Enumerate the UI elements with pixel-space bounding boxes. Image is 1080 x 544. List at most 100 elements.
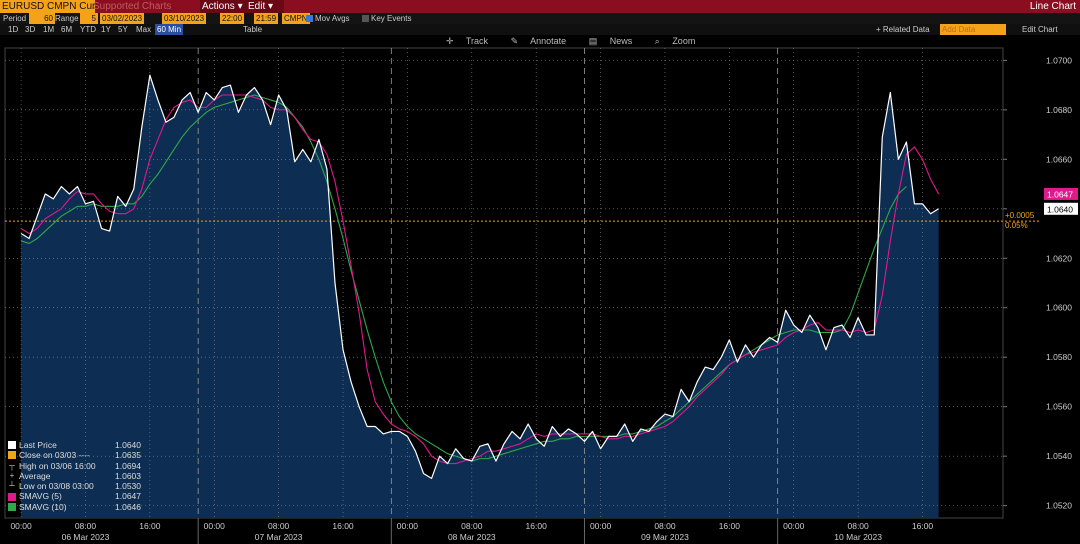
y-tick-label: 1.0700 <box>1046 55 1072 65</box>
sma5-tag <box>1044 187 1078 200</box>
day-label: 10 Mar 2023 <box>834 532 882 542</box>
y-tick-label: 1.0660 <box>1046 154 1072 164</box>
y-tick-label: 1.0680 <box>1046 105 1072 115</box>
legend-swatch <box>8 502 16 511</box>
interval-select[interactable]: 60 Min <box>155 24 184 35</box>
y-tick-label: 1.0580 <box>1046 352 1072 362</box>
title-bar: EURUSD CMPN Curncy Supported Charts Acti… <box>0 0 1080 13</box>
day-label: 06 Mar 2023 <box>62 532 110 542</box>
last-price-tag <box>1044 202 1078 215</box>
supported-charts-label[interactable]: Supported Charts <box>93 1 172 12</box>
y-tick-label: 1.0520 <box>1046 501 1072 511</box>
close-change-label: +0.0005 <box>1005 211 1035 220</box>
day-label: 07 Mar 2023 <box>255 532 303 542</box>
y-tick-label: 1.0540 <box>1046 451 1072 461</box>
x-tick-label: 00:00 <box>783 521 805 531</box>
source-input[interactable]: CMPN <box>282 13 310 24</box>
security-field[interactable]: EURUSD CMPN Curncy <box>0 0 95 13</box>
x-tick-label: 16:00 <box>912 521 934 531</box>
x-tick-label: 16:00 <box>719 521 741 531</box>
price-area-fill <box>21 75 939 519</box>
key-events-label: Key Events <box>371 14 412 23</box>
sma5-line <box>20 94 940 465</box>
zoom-tool[interactable]: ⌕ Zoom <box>655 36 706 46</box>
legend-row: ┬ High on 03/06 16:00 1.0694 <box>8 461 145 471</box>
x-tick-label: 16:00 <box>139 521 161 531</box>
related-data-menu[interactable]: + Related Data <box>876 25 930 34</box>
x-tick-label: 00:00 <box>590 521 612 531</box>
edit-chart-button[interactable]: Edit Chart <box>1022 25 1058 34</box>
legend-value: 1.0530 <box>115 481 141 492</box>
range-input[interactable]: 5 <box>80 13 98 24</box>
legend-label: Close on 03/03 ---- <box>19 450 90 461</box>
y-tick-label: 1.0560 <box>1046 402 1072 412</box>
x-tick-label: 00:00 <box>397 521 419 531</box>
x-tick-label: 08:00 <box>268 521 290 531</box>
x-tick-label: 16:00 <box>526 521 548 531</box>
tf-max[interactable]: Max <box>136 25 152 34</box>
sma5-tag-label: 1.0647 <box>1047 189 1073 199</box>
legend-row: SMAVG (5) 1.0647 <box>8 491 145 501</box>
chart-tools: ✛ Track ✎ Annotate ▤ News ⌕ Zoom <box>446 35 715 48</box>
mov-avgs-label: Mov Avgs <box>315 14 350 23</box>
legend-value: 1.0640 <box>115 440 141 450</box>
x-tick-label: 08:00 <box>75 521 97 531</box>
x-tick-label: 08:00 <box>847 521 869 531</box>
legend-label: Last Price <box>19 440 57 450</box>
legend-value: 1.0603 <box>115 470 141 481</box>
range-label: Range <box>55 14 79 23</box>
search-icon: ⌕ <box>654 36 660 46</box>
track-tool[interactable]: ✛ Track <box>446 36 498 46</box>
tf-1y[interactable]: 1Y <box>101 25 111 34</box>
start-date-input[interactable]: 03/02/2023 <box>100 13 145 24</box>
checkbox-icon <box>306 15 313 23</box>
x-tick-label: 00:00 <box>204 521 226 531</box>
period-input[interactable]: 60 <box>29 13 55 24</box>
annotate-tool[interactable]: ✎ Annotate <box>511 36 577 46</box>
legend-label: SMAVG (10) <box>19 501 67 512</box>
x-tick-label: 16:00 <box>332 521 354 531</box>
key-events-toggle[interactable]: Key Events <box>362 13 411 24</box>
table-button[interactable]: Table <box>243 25 263 34</box>
legend-value: 1.0635 <box>115 450 141 461</box>
track-label: Track <box>465 36 489 46</box>
tf-1d[interactable]: 1D <box>8 25 19 34</box>
timeframe-bar: 1D 3D 1M 6M YTD 1Y 5Y Max 60 Min Table +… <box>0 24 1080 35</box>
legend-label: Average <box>19 470 51 481</box>
x-tick-label: 00:00 <box>10 521 32 531</box>
add-data-input[interactable]: Add Data <box>940 24 1006 35</box>
price-line <box>20 74 939 480</box>
edit-menu[interactable]: Edit ▾ <box>246 0 284 13</box>
pencil-icon: ✎ <box>510 36 519 46</box>
chart-legend: Last Price 1.0640 Close on 03/03 ---- 1.0… <box>8 440 145 512</box>
crosshair-icon: ✛ <box>446 36 454 46</box>
legend-row: Close on 03/03 ---- 1.0635 <box>8 450 145 460</box>
legend-swatch <box>8 441 16 450</box>
news-tool[interactable]: ▤ News <box>589 36 643 46</box>
y-tick-label: 1.0620 <box>1046 253 1072 263</box>
legend-row: Last Price 1.0640 <box>8 440 145 450</box>
end-date-input[interactable]: 03/10/2023 <box>162 13 207 24</box>
tf-6m[interactable]: 6M <box>61 25 73 34</box>
actions-menu[interactable]: Actions ▾ <box>200 0 246 13</box>
tf-1m[interactable]: 1M <box>43 25 55 34</box>
tf-3d[interactable]: 3D <box>25 25 36 34</box>
y-tick-label: 1.0600 <box>1046 303 1072 313</box>
last-price-tag-label: 1.0640 <box>1047 204 1073 214</box>
start-time-input[interactable]: 22:00 <box>220 13 245 24</box>
legend-label: High on 03/06 16:00 <box>19 460 96 471</box>
settings-bar: Period 60 Range 5 03/02/2023 03/10/2023 … <box>0 13 1080 24</box>
period-label: Period <box>3 14 27 23</box>
close-pct-label: 0.05% <box>1005 221 1028 230</box>
legend-value: 1.0646 <box>115 501 141 512</box>
annotate-label: Annotate <box>530 36 567 46</box>
legend-swatch: + <box>9 471 15 481</box>
legend-value: 1.0647 <box>115 491 141 502</box>
mov-avgs-toggle[interactable]: Mov Avgs <box>306 13 350 24</box>
tf-ytd[interactable]: YTD <box>80 25 96 34</box>
tf-5y[interactable]: 5Y <box>118 25 128 34</box>
end-time-input[interactable]: 21:59 <box>254 13 279 24</box>
x-tick-label: 08:00 <box>461 521 483 531</box>
chart-type-label: Line Chart <box>1029 1 1076 12</box>
